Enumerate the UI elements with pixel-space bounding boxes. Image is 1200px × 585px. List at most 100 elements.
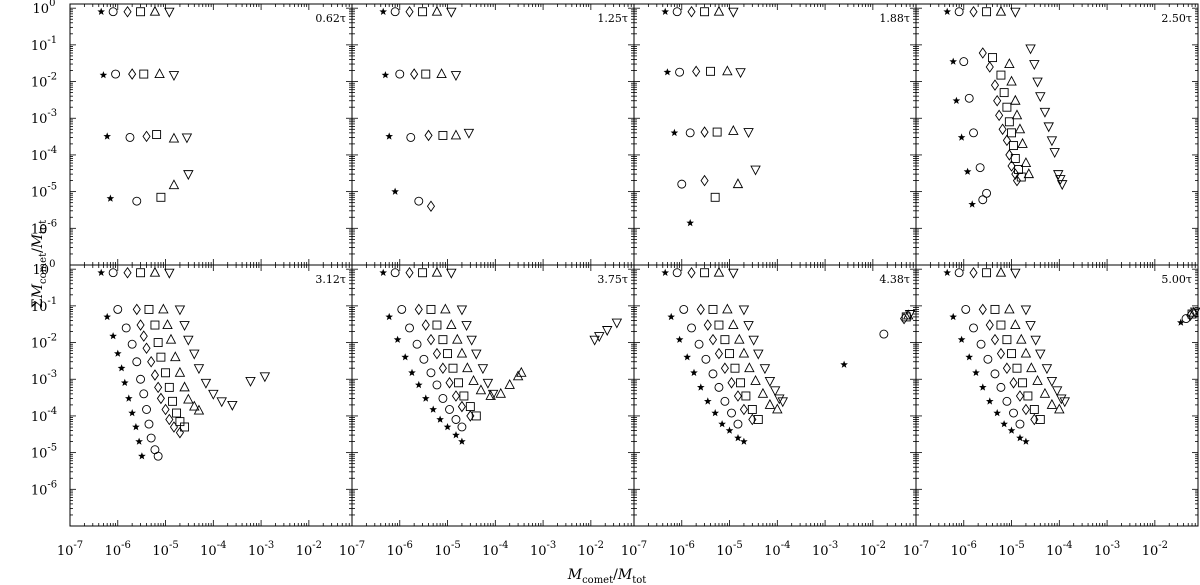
diamond-marker <box>142 342 151 355</box>
series-diamond <box>969 266 1195 426</box>
triangle-down-marker <box>1043 122 1054 133</box>
square-marker <box>180 422 190 432</box>
square-marker <box>136 268 146 278</box>
star-marker <box>943 7 951 15</box>
y-axis-label: ΣMcomet/Mtot <box>30 220 49 308</box>
star-marker <box>943 268 951 276</box>
triangle-up-marker <box>1010 319 1021 330</box>
star-marker <box>379 7 387 15</box>
series-circle <box>390 268 467 432</box>
diamond-marker <box>687 5 696 18</box>
x-tick-label: 10-3 <box>812 540 838 559</box>
square-marker <box>1002 335 1012 345</box>
x-tick-label: 10-2 <box>296 540 322 559</box>
triangle-down-marker <box>589 335 600 346</box>
square-marker <box>706 66 715 76</box>
circle-marker <box>954 268 964 278</box>
square-marker <box>708 304 718 314</box>
square-marker <box>1009 141 1018 151</box>
diamond-marker <box>169 421 179 433</box>
star-marker <box>952 96 961 104</box>
square-marker <box>996 320 1006 330</box>
triangle-down-marker <box>759 364 771 375</box>
x-tick-label: 10-7 <box>57 540 83 559</box>
triangle-up-marker <box>170 351 181 362</box>
x-tick-label: 10-3 <box>1094 540 1120 559</box>
star-marker <box>125 394 133 402</box>
diamond-marker <box>123 266 132 279</box>
triangle-up-marker <box>732 178 744 189</box>
star-marker <box>690 368 698 376</box>
square-marker <box>988 53 997 63</box>
star-marker <box>965 353 973 361</box>
x-tick-label: 10-2 <box>1142 540 1168 559</box>
triangle-down-marker <box>1035 92 1046 103</box>
series-star <box>379 268 466 445</box>
series-diamond <box>405 266 475 422</box>
triangle-up-marker <box>995 5 1007 16</box>
y-tick-label: 10-2 <box>31 72 57 91</box>
star-marker <box>429 405 437 413</box>
square-marker <box>454 378 464 388</box>
square-marker <box>1010 154 1020 163</box>
star-marker <box>117 364 126 372</box>
star-marker <box>415 380 423 389</box>
diamond-marker <box>1030 413 1039 426</box>
triangle-up-marker <box>1016 333 1027 344</box>
triangle-down-marker <box>189 349 200 360</box>
star-marker <box>963 167 972 175</box>
panel-time-label: 3.75τ <box>597 273 628 286</box>
triangle-down-marker <box>769 386 781 397</box>
square-marker <box>172 408 182 418</box>
diamond-marker <box>727 377 736 389</box>
star-marker <box>1022 437 1030 445</box>
panel-time-label: 2.50τ <box>1161 12 1192 25</box>
square-marker <box>720 335 730 345</box>
star-marker <box>968 200 976 208</box>
triangle-down-marker <box>183 335 194 346</box>
triangle-up-marker <box>504 378 515 389</box>
triangle-up-marker <box>456 347 468 358</box>
triangle-up-marker <box>149 5 161 16</box>
triangle-down-marker <box>471 349 482 360</box>
circle-marker <box>108 7 118 17</box>
triangle-down-marker <box>753 349 764 360</box>
triangle-up-marker <box>452 333 463 344</box>
circle-marker <box>969 128 978 138</box>
triangle-down-marker <box>463 128 475 139</box>
triangle-up-marker <box>1006 75 1017 86</box>
triangle-up-marker <box>158 303 169 314</box>
square-marker <box>418 268 428 278</box>
star-marker <box>1177 318 1185 326</box>
circle-marker <box>457 422 467 432</box>
square-marker <box>747 405 757 414</box>
x-tick-label: 10-6 <box>669 540 695 559</box>
triangle-up-marker <box>744 362 755 373</box>
series-star <box>943 268 1185 445</box>
triangle-down-marker <box>777 397 789 408</box>
triangle-up-marker <box>431 5 443 16</box>
circle-marker <box>990 369 1000 379</box>
series-circle <box>108 268 163 461</box>
triangle-down-marker <box>168 71 180 82</box>
triangle-up-marker <box>1011 109 1023 120</box>
star-marker <box>683 353 691 361</box>
circle-marker <box>108 268 118 278</box>
triangle-up-marker <box>728 125 739 135</box>
triangle-down-marker <box>735 68 746 79</box>
series-square <box>982 268 1197 424</box>
star-marker <box>138 452 146 460</box>
triangle-down-marker <box>1059 397 1071 408</box>
star-marker <box>385 132 393 140</box>
diamond-marker <box>978 47 987 59</box>
x-tick-label: 10-5 <box>998 540 1024 559</box>
circle-marker <box>961 304 971 314</box>
star-marker <box>725 426 734 434</box>
y-tick-label: 10-5 <box>31 443 57 462</box>
square-marker <box>982 268 992 278</box>
triangle-up-marker <box>468 374 479 385</box>
square-marker <box>432 320 442 330</box>
circle-marker <box>125 132 135 142</box>
diamond-marker <box>150 369 159 381</box>
circle-marker <box>978 195 988 205</box>
